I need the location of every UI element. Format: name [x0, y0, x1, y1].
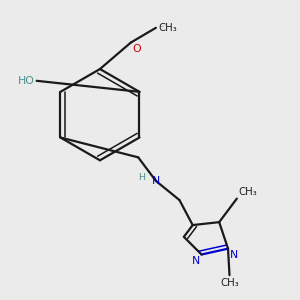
Text: CH₃: CH₃	[159, 23, 178, 33]
Text: CH₃: CH₃	[220, 278, 239, 288]
Text: N: N	[230, 250, 238, 260]
Text: O: O	[132, 44, 141, 54]
Text: HO: HO	[18, 76, 35, 86]
Text: N: N	[152, 176, 160, 186]
Text: CH₃: CH₃	[238, 187, 257, 197]
Text: N: N	[192, 256, 200, 266]
Text: H: H	[138, 173, 145, 182]
Text: methyl: methyl	[160, 26, 165, 27]
